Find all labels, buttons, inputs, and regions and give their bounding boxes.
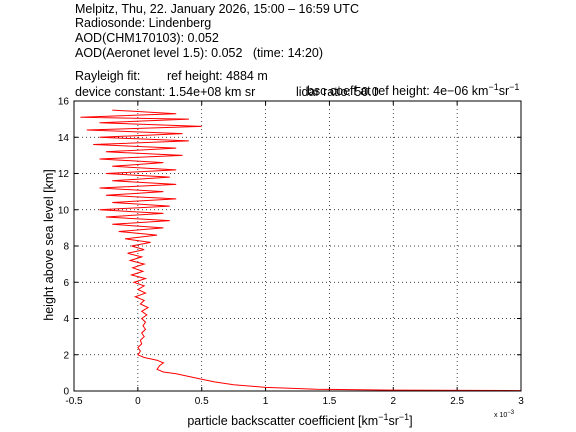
x-tick-label: 0: [135, 396, 141, 407]
rayleigh-label: Rayleigh fit:: [75, 69, 141, 83]
ref-height-text: ref height: 4884 m: [167, 69, 268, 83]
bsc-exp-2: −1: [509, 81, 520, 92]
lidar-ratio-text: lidar ratio: 50.0: [296, 85, 379, 99]
x-axis-label-sr: sr: [388, 414, 398, 428]
x-tick-label: 1: [263, 396, 269, 407]
title-line-1: Melpitz, Thu, 22. January 2026, 15:00 – …: [75, 2, 359, 16]
y-axis-label: height above sea level [km]: [42, 169, 56, 320]
grid: [74, 101, 521, 391]
x-tick-label: 2: [391, 396, 397, 407]
y-tick-label: 0: [63, 387, 69, 398]
x-tick-label: 2.5: [450, 396, 464, 407]
title-line-3: AOD(CHM170103): 0.052: [75, 31, 219, 45]
x-multiplier-base: x 10: [494, 412, 507, 419]
y-tick-label: 16: [58, 97, 70, 108]
x-axis-label-main: particle backscatter coefficient [km: [187, 414, 378, 428]
bsc-coeff-sr: sr: [498, 83, 510, 98]
x-tick-label: -0.5: [65, 396, 83, 407]
bsc-exp-1: −1: [488, 81, 499, 92]
y-tick-label: 14: [58, 133, 70, 144]
plot-frame: [73, 100, 522, 392]
title-line-2: Radiosonde: Lindenberg: [75, 16, 212, 30]
x-tick-label: 1.5: [322, 396, 336, 407]
y-tick-label: 10: [58, 205, 70, 216]
title-line-4: AOD(Aeronet level 1.5): 0.052 (time: 14:…: [75, 46, 324, 60]
bsc-coeff-prefix: bsc coeff at ref height: 4e−06 km: [306, 83, 489, 98]
backscatter-profile-line: [80, 109, 522, 392]
y-tick-label: 12: [58, 169, 70, 180]
bsc-coeff-text: bsc coeff at ref height: 4e−06 km−1sr−1: [300, 70, 519, 97]
x-axis-label: particle backscatter coefficient [km−1sr…: [187, 412, 412, 428]
x-axis-exp-2: −1: [399, 412, 409, 422]
x-axis-label-end: ]: [409, 414, 412, 428]
device-constant-text: device constant: 1.54e+08 km sr: [75, 85, 256, 99]
x-multiplier: x 10−3: [494, 410, 515, 419]
y-tick-label: 8: [63, 242, 69, 253]
y-tick-label: 2: [63, 350, 69, 361]
x-multiplier-exp: −3: [507, 410, 515, 416]
y-tick-label: 6: [63, 278, 69, 289]
x-axis-exp-1: −1: [378, 412, 388, 422]
x-tick-label: 0.5: [195, 396, 209, 407]
x-tick-label: 3: [518, 396, 524, 407]
y-tick-label: 4: [63, 314, 69, 325]
